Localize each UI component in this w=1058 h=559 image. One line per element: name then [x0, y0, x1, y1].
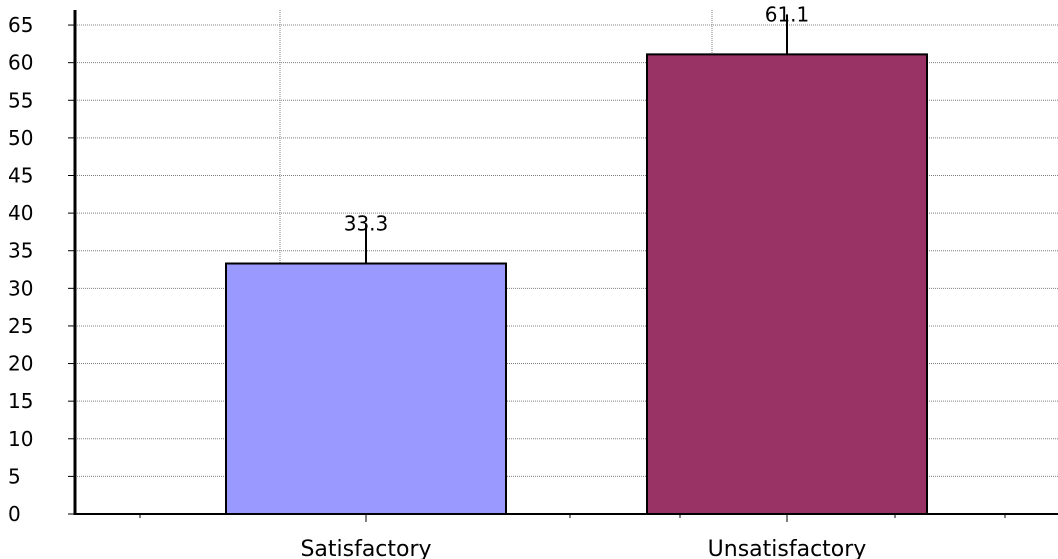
y-tick-label: 15: [8, 389, 33, 413]
y-tick-label: 5: [8, 464, 21, 488]
data-label: 61.1: [765, 2, 810, 26]
x-tick-label: Unsatisfactory: [708, 537, 867, 559]
axes: [68, 10, 1058, 522]
y-tick-label: 50: [8, 126, 33, 150]
y-tick-label: 10: [8, 427, 33, 451]
y-tick-label: 60: [8, 51, 33, 75]
bar-satisfactory: [225, 262, 507, 516]
y-tick-label: 20: [8, 352, 33, 376]
y-tick-label: 45: [8, 163, 33, 187]
bar-unsatisfactory: [646, 53, 928, 516]
x-tick-label: Satisfactory: [300, 537, 431, 559]
y-tick-label: 55: [8, 88, 33, 112]
y-tick-label: 0: [8, 502, 21, 526]
y-tick-label: 25: [8, 314, 33, 338]
y-tick-label: 65: [8, 13, 33, 37]
y-tick-label: 40: [8, 201, 33, 225]
labels: 0 5 10 15 20 25 30 35 40 45 50 55 60 65 33.3 Satisfacto…: [8, 2, 866, 559]
y-tick-label: 35: [8, 239, 33, 263]
y-tick-label: 30: [8, 276, 33, 300]
bars: [225, 14, 928, 516]
data-label: 33.3: [344, 212, 389, 236]
